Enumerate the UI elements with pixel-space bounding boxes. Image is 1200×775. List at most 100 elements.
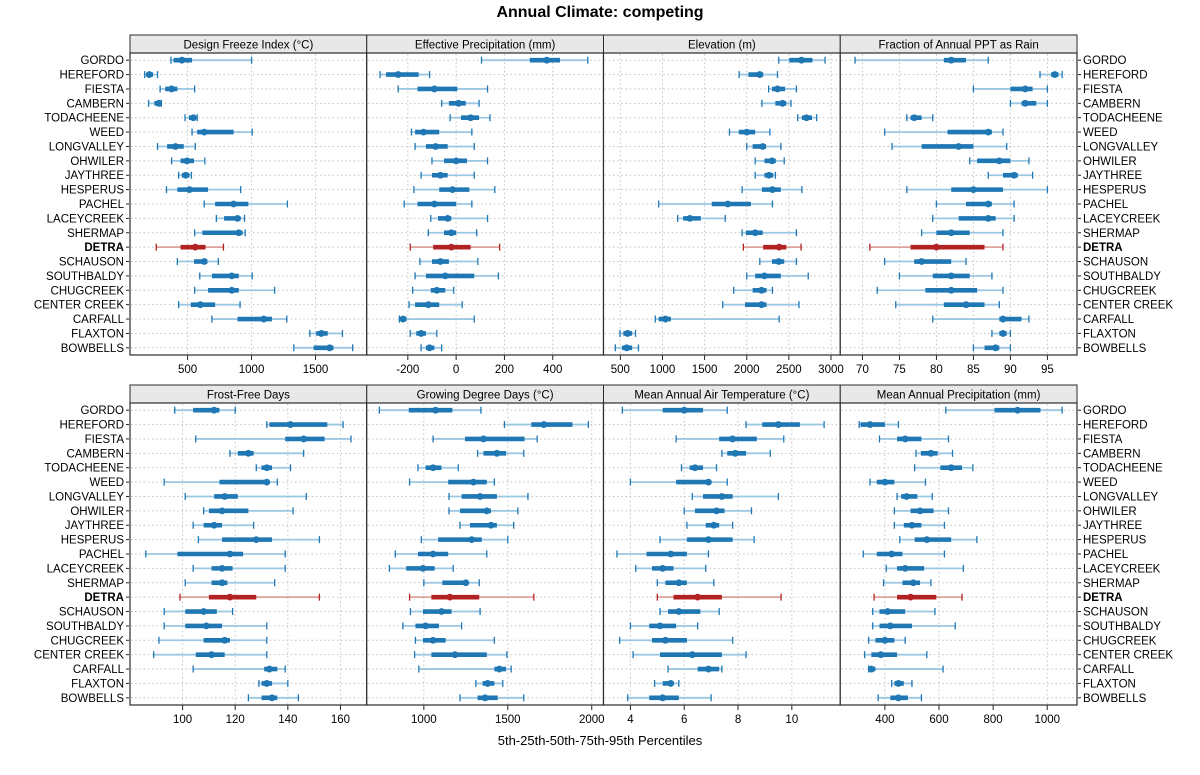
- median-dot: [476, 493, 484, 500]
- series-cambern: [229, 449, 305, 457]
- series-pachel: [394, 550, 488, 558]
- median-dot: [758, 301, 765, 309]
- median-dot: [300, 435, 308, 443]
- median-dot: [394, 71, 402, 78]
- series-ohwiler: [754, 157, 785, 165]
- station-label-pachel: PACHEL: [1083, 199, 1129, 211]
- x-tick-label: -200: [396, 364, 419, 376]
- median-dot: [774, 421, 782, 428]
- station-labels-right-band0: GORDO HEREFORD FIESTA CAMBERN TODACHEENE WEED…: [1078, 55, 1173, 355]
- median-dot: [1051, 71, 1059, 78]
- station-label-todacheene: TODACHEENE: [44, 463, 124, 475]
- x-tick-label: 100: [173, 714, 192, 726]
- series-bowbells: [627, 694, 712, 702]
- median-dot: [798, 56, 805, 64]
- x-tick-label: 75: [893, 364, 906, 376]
- series-shermap: [423, 579, 480, 587]
- station-label-laceycreek: LACEYCREEK: [1083, 563, 1161, 575]
- median-dot: [881, 478, 889, 486]
- series-bowbells: [247, 694, 300, 702]
- median-dot: [623, 344, 631, 352]
- median-dot: [210, 521, 218, 529]
- series-laceycreek: [388, 564, 454, 572]
- station-label-fiesta: FIESTA: [1083, 434, 1123, 446]
- series-detra: [656, 593, 782, 601]
- station-label-carfall: CARFALL: [1083, 314, 1135, 326]
- station-label-gordo: GORDO: [1083, 405, 1127, 417]
- panel-frost-free-days: Frost-Free Days 100 120 140 160: [129, 384, 368, 726]
- x-tick-label: 10: [785, 714, 798, 726]
- station-labels-left-band1: GORDO HEREFORD FIESTA CAMBERN TODACHEENE WEED…: [34, 405, 129, 705]
- series-flaxton: [653, 679, 680, 687]
- series-ohwiler: [170, 157, 206, 165]
- panel-mean-annual-precipitation-mm-: Mean Annual Precipitation (mm) 400 600 800 1…: [839, 384, 1078, 726]
- station-label-hesperus: HESPERUS: [61, 185, 125, 197]
- series-detra: [179, 593, 321, 601]
- station-label-center-creek: CENTER CREEK: [1083, 300, 1173, 312]
- station-label-center-creek: CENTER CREEK: [1083, 650, 1173, 662]
- median-dot: [984, 128, 992, 136]
- median-dot: [866, 421, 874, 428]
- series-fiesta: [195, 435, 352, 443]
- station-label-bowbells: BOWBELLS: [1083, 693, 1147, 705]
- series-jaythree: [893, 521, 946, 529]
- median-dot: [226, 593, 234, 601]
- series-chugcreek: [158, 636, 268, 644]
- median-dot: [481, 694, 489, 702]
- series-flaxton: [475, 679, 504, 687]
- series-hesperus: [420, 536, 509, 544]
- median-dot: [713, 507, 720, 515]
- median-dot: [484, 680, 492, 687]
- series-pachel: [403, 200, 473, 208]
- median-dot: [1010, 171, 1018, 179]
- x-tick-label: 3000: [818, 364, 844, 376]
- station-label-shermap: SHERMAP: [1083, 578, 1140, 590]
- series-shermap: [427, 229, 478, 237]
- median-dot: [191, 243, 199, 251]
- median-dot: [947, 229, 955, 237]
- series-fiesta: [675, 435, 785, 443]
- series-longvalley: [448, 492, 529, 500]
- series-jaythree: [192, 521, 255, 529]
- series-carfall: [211, 315, 288, 323]
- station-label-hesperus: HESPERUS: [1083, 535, 1147, 547]
- series-carfall: [654, 315, 780, 323]
- series-chugcreek: [733, 286, 774, 294]
- station-label-shermap: SHERMAP: [67, 228, 124, 240]
- median-dot: [183, 157, 191, 165]
- median-dot: [230, 200, 238, 208]
- median-dot: [775, 243, 783, 251]
- median-dot: [287, 421, 294, 428]
- series-chugcreek: [414, 636, 496, 644]
- station-label-longvalley: LONGVALLEY: [1083, 141, 1159, 153]
- station-label-ohwiler: OHWILER: [1083, 506, 1137, 518]
- station-label-center-creek: CENTER CREEK: [34, 650, 124, 662]
- median-dot: [468, 536, 476, 544]
- median-dot: [228, 272, 236, 280]
- station-label-longvalley: LONGVALLEY: [49, 141, 125, 153]
- series-bowbells: [420, 344, 443, 352]
- panel-title: Fraction of Annual PPT as Rain: [879, 40, 1039, 52]
- median-dot: [933, 243, 940, 251]
- median-dot: [901, 564, 909, 572]
- series-jaythree: [459, 521, 515, 529]
- station-label-fiesta: FIESTA: [85, 434, 125, 446]
- x-tick-label: 400: [543, 364, 562, 376]
- series-chugcreek: [876, 286, 1004, 294]
- panel-border: [839, 52, 1078, 356]
- x-tick-label: 800: [984, 714, 1003, 726]
- series-hereford: [1039, 71, 1063, 79]
- median-dot: [918, 258, 926, 265]
- panel-title: Elevation (m): [688, 40, 756, 52]
- x-tick-label: 1000: [650, 364, 676, 376]
- median-dot: [955, 143, 963, 150]
- x-tick-label: 1500: [495, 714, 521, 726]
- series-pachel: [145, 550, 286, 558]
- median-dot: [659, 564, 667, 572]
- station-label-cambern: CAMBERN: [1083, 98, 1141, 110]
- series-center-creek: [153, 651, 268, 659]
- x-tick-label: 8: [735, 714, 741, 726]
- series-bowbells: [972, 344, 1012, 352]
- series-detra: [155, 243, 225, 251]
